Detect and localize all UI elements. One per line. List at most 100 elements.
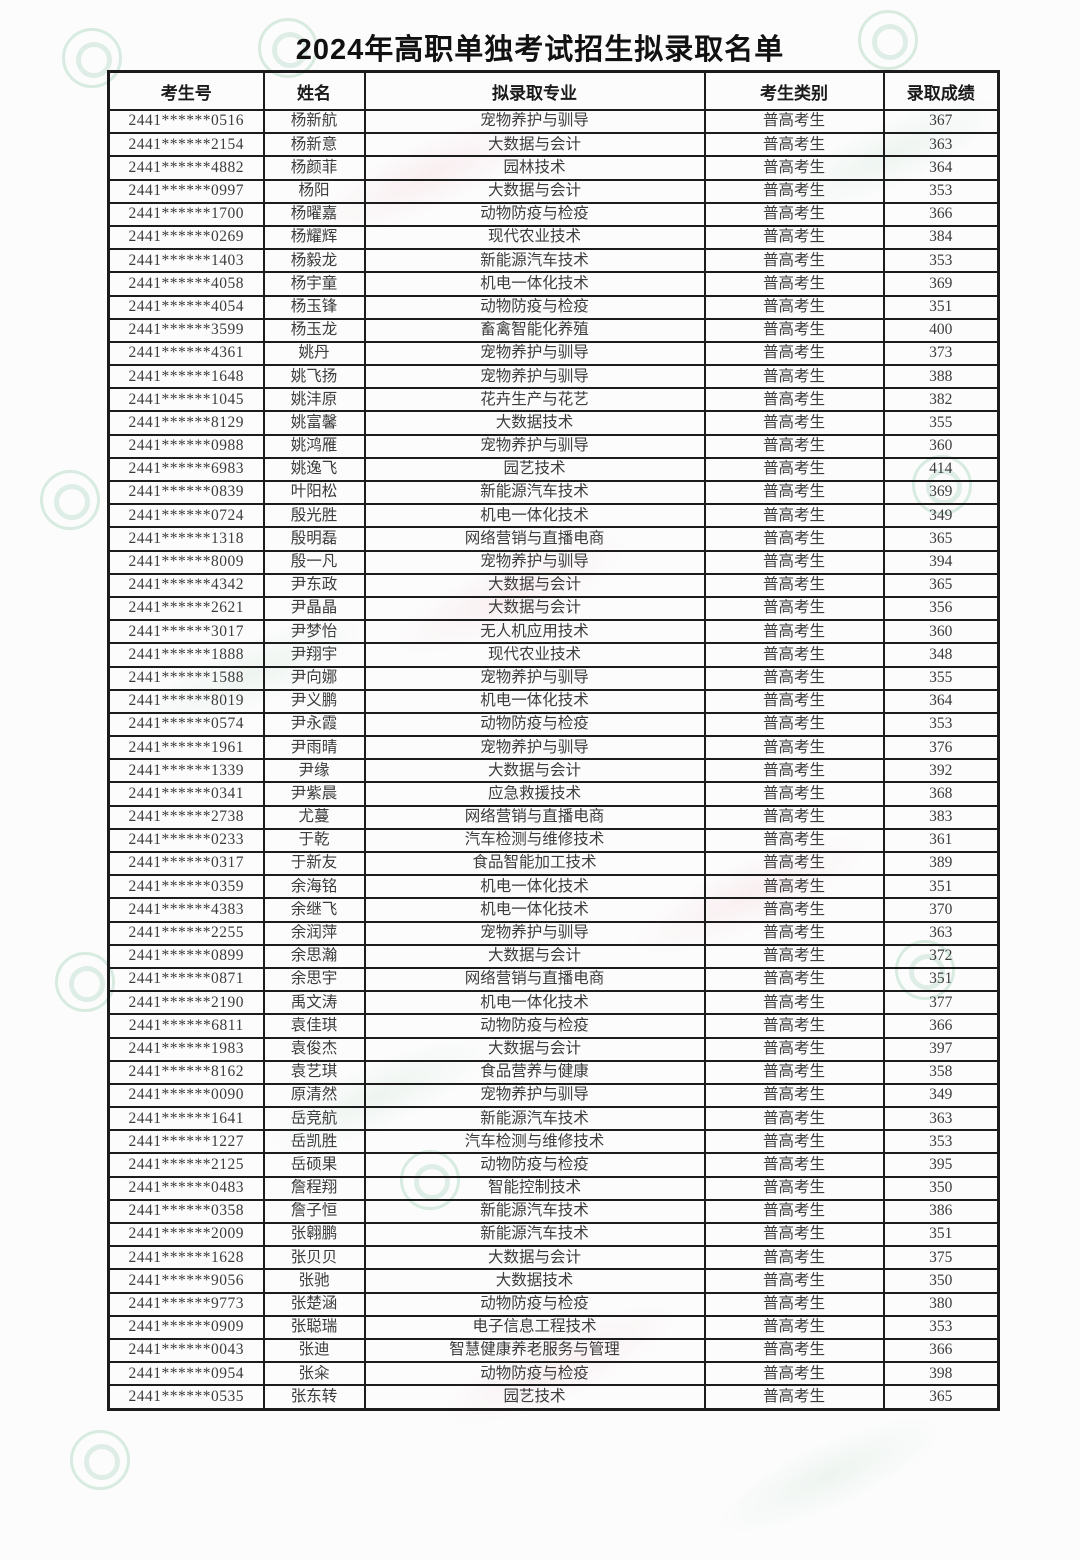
cell-exam-number: 2441******3599 <box>107 317 265 343</box>
cell-exam-number: 2441******1403 <box>107 248 265 274</box>
cell-name: 袁俊杰 <box>262 1036 366 1062</box>
cell-score: 358 <box>882 1059 1000 1085</box>
cell-category: 普高考生 <box>703 294 885 320</box>
cell-major: 新能源汽车技术 <box>363 1221 706 1248</box>
cell-name: 尹翔宇 <box>262 642 366 668</box>
cell-name: 尹东政 <box>262 572 366 598</box>
cell-score: 351 <box>882 874 1000 900</box>
cell-score: 382 <box>882 387 1000 413</box>
cell-major: 新能源汽车技术 <box>363 248 706 274</box>
cell-score: 353 <box>882 1314 1000 1340</box>
cell-category: 普高考生 <box>703 711 885 738</box>
cell-score: 349 <box>882 503 1000 529</box>
cell-category: 普高考生 <box>703 665 885 691</box>
table-row: 2441******1403 杨毅龙 新能源汽车技术 普高考生 353 <box>107 248 1000 274</box>
table-row: 2441******1227 岳凯胜 汽车检测与维修技术 普高考生 353 <box>107 1129 1000 1155</box>
cell-exam-number: 2441******6983 <box>107 456 265 483</box>
cell-category: 普高考生 <box>703 1361 885 1387</box>
table-row: 2441******1628 张贝贝 大数据与会计 普高考生 375 <box>107 1245 1000 1271</box>
cell-name: 杨玉龙 <box>262 317 366 343</box>
cell-score: 356 <box>882 595 1000 622</box>
cell-major: 宠物养护与驯导 <box>363 340 706 367</box>
table-row: 2441******8009 殷一凡 宠物养护与驯导 普高考生 394 <box>107 549 1000 575</box>
cell-category: 普高考生 <box>703 1314 885 1340</box>
cell-exam-number: 2441******0090 <box>107 1082 265 1109</box>
cell-category: 普高考生 <box>703 595 885 622</box>
table-row: 2441******1961 尹雨晴 宠物养护与驯导 普高考生 376 <box>107 735 1000 761</box>
table-row: 2441******8162 袁艺琪 食品营养与健康 普高考生 358 <box>107 1059 1000 1085</box>
cell-score: 363 <box>882 1106 1000 1132</box>
table-row: 2441******8129 姚富馨 大数据技术 普高考生 355 <box>107 410 1000 436</box>
cell-score: 386 <box>882 1198 1000 1225</box>
cell-name: 殷光胜 <box>262 503 366 529</box>
cell-score: 350 <box>882 1175 1000 1201</box>
cell-major: 网络营销与直播电商 <box>363 966 706 993</box>
cell-score: 367 <box>882 108 1000 135</box>
table-row: 2441******1588 尹向娜 宠物养护与驯导 普高考生 355 <box>107 665 1000 691</box>
cell-name: 张贝贝 <box>262 1245 366 1271</box>
cell-category: 普高考生 <box>703 387 885 413</box>
cell-exam-number: 2441******0233 <box>107 827 265 854</box>
cell-category: 普高考生 <box>703 1013 885 1039</box>
cell-major: 宠物养护与驯导 <box>363 665 706 691</box>
cell-name: 袁佳琪 <box>262 1013 366 1039</box>
cell-exam-number: 2441******8162 <box>107 1059 265 1085</box>
cell-exam-number: 2441******0359 <box>107 874 265 900</box>
cell-exam-number: 2441******2154 <box>107 132 265 158</box>
cell-category: 普高考生 <box>703 201 885 227</box>
table-row: 2441******8019 尹义鹏 机电一体化技术 普高考生 364 <box>107 688 1000 714</box>
table-row: 2441******1045 姚沣原 花卉生产与花艺 普高考生 382 <box>107 387 1000 413</box>
table-row: 2441******2738 尤蔓 网络营销与直播电商 普高考生 383 <box>107 804 1000 830</box>
cell-score: 395 <box>882 1152 1000 1178</box>
cell-name: 原清然 <box>262 1082 366 1109</box>
cell-name: 尹雨晴 <box>262 735 366 761</box>
table-row: 2441******4058 杨宇童 机电一体化技术 普高考生 369 <box>107 271 1000 297</box>
table-row: 2441******2190 禹文涛 机电一体化技术 普高考生 377 <box>107 990 1000 1016</box>
table-row: 2441******0483 詹程翔 智能控制技术 普高考生 350 <box>107 1175 1000 1201</box>
cell-exam-number: 2441******2125 <box>107 1152 265 1178</box>
cell-major: 机电一体化技术 <box>363 503 706 529</box>
cell-major: 智能控制技术 <box>363 1175 706 1201</box>
cell-category: 普高考生 <box>703 549 885 575</box>
cell-major: 宠物养护与驯导 <box>363 920 706 946</box>
cell-category: 普高考生 <box>703 758 885 784</box>
table-row: 2441******6811 袁佳琪 动物防疫与检疫 普高考生 366 <box>107 1013 1000 1039</box>
cell-exam-number: 2441******1961 <box>107 735 265 761</box>
watermark-logo <box>40 470 100 530</box>
cell-score: 372 <box>882 943 1000 969</box>
cell-exam-number: 2441******0043 <box>107 1337 265 1364</box>
cell-name: 余继飞 <box>262 897 366 923</box>
cell-major: 网络营销与直播电商 <box>363 804 706 830</box>
table-row: 2441******3017 尹梦怡 无人机应用技术 普高考生 360 <box>107 619 1000 645</box>
cell-score: 355 <box>882 665 1000 691</box>
cell-major: 动物防疫与检疫 <box>363 201 706 227</box>
cell-name: 姚丹 <box>262 340 366 367</box>
cell-category: 普高考生 <box>703 479 885 506</box>
cell-name: 尹缘 <box>262 758 366 784</box>
cell-exam-number: 2441******1888 <box>107 642 265 668</box>
cell-exam-number: 2441******2621 <box>107 595 265 622</box>
cell-score: 365 <box>882 526 1000 552</box>
header-score: 录取成绩 <box>882 70 1000 111</box>
table-row: 2441******0233 于乾 汽车检测与维修技术 普高考生 361 <box>107 827 1000 854</box>
cell-category: 普高考生 <box>703 1268 885 1294</box>
cell-category: 普高考生 <box>703 943 885 969</box>
table-row: 2441******4342 尹东政 大数据与会计 普高考生 365 <box>107 572 1000 598</box>
cell-major: 机电一体化技术 <box>363 688 706 714</box>
cell-exam-number: 2441******0997 <box>107 178 265 204</box>
cell-major: 食品营养与健康 <box>363 1059 706 1085</box>
cell-exam-number: 2441******0574 <box>107 711 265 738</box>
cell-major: 机电一体化技术 <box>363 897 706 923</box>
cell-name: 张驰 <box>262 1268 366 1294</box>
table-row: 2441******4383 余继飞 机电一体化技术 普高考生 370 <box>107 897 1000 923</box>
cell-exam-number: 2441******0954 <box>107 1361 265 1387</box>
cell-category: 普高考生 <box>703 271 885 297</box>
cell-exam-number: 2441******2738 <box>107 804 265 830</box>
cell-name: 杨新航 <box>262 108 366 135</box>
table-row: 2441******2621 尹晶晶 大数据与会计 普高考生 356 <box>107 595 1000 622</box>
table-row: 2441******0839 叶阳松 新能源汽车技术 普高考生 369 <box>107 479 1000 506</box>
cell-exam-number: 2441******3017 <box>107 619 265 645</box>
cell-name: 杨耀辉 <box>262 224 366 251</box>
cell-name: 杨毅龙 <box>262 248 366 274</box>
cell-score: 363 <box>882 132 1000 158</box>
